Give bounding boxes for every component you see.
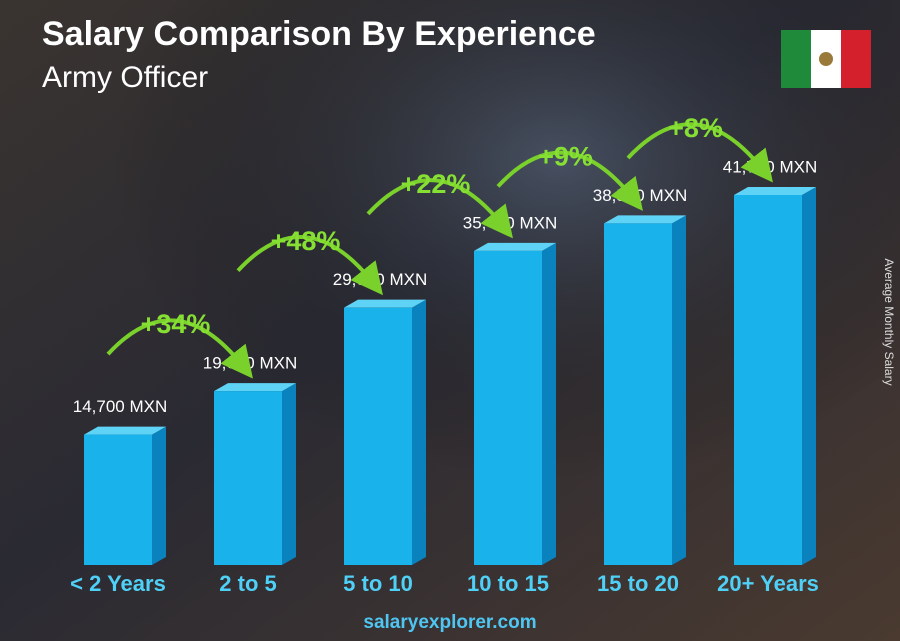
value-label: 19,600 MXN (203, 354, 298, 373)
change-arrow (366, 178, 513, 239)
bar-side (152, 426, 166, 565)
x-tick-label: 5 to 10 (343, 571, 413, 596)
bar (214, 391, 282, 565)
x-tick-label: 2 to 5 (219, 571, 276, 596)
change-arrow (496, 150, 643, 211)
change-arrow (626, 122, 773, 183)
bar (474, 250, 542, 565)
value-label: 14,700 MXN (73, 397, 168, 416)
bar-side (802, 187, 816, 565)
bar (604, 223, 672, 565)
bar-top (214, 383, 296, 392)
value-label: 29,000 MXN (333, 270, 428, 289)
bar (734, 195, 802, 565)
bar-top (474, 242, 556, 251)
x-tick-label: < 2 Years (70, 571, 166, 596)
value-label: 38,500 MXN (593, 186, 688, 205)
x-tick-label: 10 to 15 (467, 571, 549, 596)
change-label: +8% (668, 113, 723, 143)
chart-title: Salary Comparison By Experience (42, 15, 596, 53)
source: salaryexplorer.com (363, 612, 536, 633)
y-axis-label: Average Monthly Salary (882, 258, 896, 385)
bar-side (282, 383, 296, 565)
chart-subtitle: Army Officer (42, 61, 208, 94)
bar-top (604, 215, 686, 224)
bar-side (542, 242, 556, 565)
x-tick-label: 15 to 20 (597, 571, 679, 596)
change-label: +22% (401, 169, 471, 199)
bar-top (734, 187, 816, 195)
bar-side (412, 299, 426, 565)
bar-top (344, 299, 426, 308)
value-label: 41,700 MXN (723, 157, 818, 176)
bar (344, 307, 412, 565)
value-label: 35,400 MXN (463, 213, 558, 232)
change-label: +48% (271, 226, 341, 256)
change-arrow (106, 318, 253, 379)
bar-top (84, 426, 166, 435)
change-label: +9% (538, 142, 593, 172)
change-label: +34% (141, 309, 211, 339)
bar (84, 434, 152, 565)
flag (781, 30, 871, 88)
x-tick-label: 20+ Years (717, 571, 819, 596)
change-arrow (236, 235, 383, 296)
bar-side (672, 215, 686, 565)
